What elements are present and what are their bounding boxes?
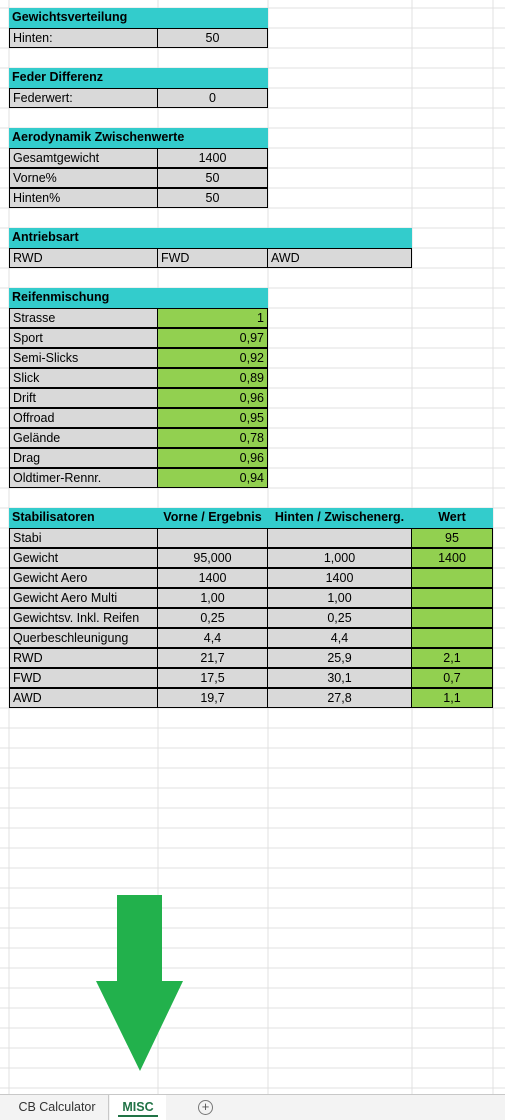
section-header-antrieb: Antriebsart	[9, 228, 412, 248]
input-federwert[interactable]: 0	[157, 88, 268, 108]
reifen-row-label[interactable]: Drift	[9, 388, 158, 408]
stabi-row-wert[interactable]: 95	[411, 528, 493, 548]
stabi-row-vorne[interactable]: 1400	[157, 568, 268, 588]
stabi-row-vorne[interactable]: 4,4	[157, 628, 268, 648]
stabi-header-hinten: Hinten / Zwischenerg.	[267, 508, 412, 528]
stabi-row-wert[interactable]: 2,1	[411, 648, 493, 668]
stabi-header-label: Stabilisatoren	[9, 508, 158, 528]
reifen-row-label[interactable]: Drag	[9, 448, 158, 468]
antrieb-option-rwd[interactable]: RWD	[9, 248, 158, 268]
stabi-row-hinten[interactable]: 1,00	[267, 588, 412, 608]
stabi-row-label[interactable]: Gewicht	[9, 548, 158, 568]
sheet-tab-cb-calculator[interactable]: CB Calculator	[6, 1095, 109, 1120]
stabi-row-label[interactable]: Gewichtsv. Inkl. Reifen	[9, 608, 158, 628]
stabi-row-vorne[interactable]: 17,5	[157, 668, 268, 688]
label-federwert[interactable]: Federwert:	[9, 88, 158, 108]
section-header-aero: Aerodynamik Zwischenwerte	[9, 128, 268, 148]
reifen-row-value[interactable]: 0,97	[157, 328, 268, 348]
reifen-row-value[interactable]: 0,78	[157, 428, 268, 448]
stabi-row-label[interactable]: Gewicht Aero Multi	[9, 588, 158, 608]
stabi-row-vorne[interactable]	[157, 528, 268, 548]
stabi-header-wert: Wert	[411, 508, 493, 528]
stabi-row-hinten[interactable]: 1400	[267, 568, 412, 588]
stabi-row-hinten[interactable]: 1,000	[267, 548, 412, 568]
reifen-row-label[interactable]: Strasse	[9, 308, 158, 328]
aero-row-value[interactable]: 1400	[157, 148, 268, 168]
stabi-row-vorne[interactable]: 95,000	[157, 548, 268, 568]
antrieb-option-awd[interactable]: AWD	[267, 248, 412, 268]
reifen-row-value[interactable]: 0,94	[157, 468, 268, 488]
down-arrow-icon	[96, 895, 183, 1071]
stabi-row-vorne[interactable]: 1,00	[157, 588, 268, 608]
reifen-row-label[interactable]: Offroad	[9, 408, 158, 428]
stabi-row-label[interactable]: Stabi	[9, 528, 158, 548]
reifen-row-label[interactable]: Slick	[9, 368, 158, 388]
input-hinten[interactable]: 50	[157, 28, 268, 48]
sheet-tab-misc[interactable]: MISC	[110, 1095, 166, 1120]
stabi-row-hinten[interactable]	[267, 528, 412, 548]
reifen-row-label[interactable]: Semi-Slicks	[9, 348, 158, 368]
aero-row-label[interactable]: Vorne%	[9, 168, 158, 188]
spreadsheet-grid[interactable]: Gewichtsverteilung Hinten: 50 Feder Diff…	[0, 0, 505, 1094]
reifen-row-label[interactable]: Sport	[9, 328, 158, 348]
stabi-row-hinten[interactable]: 4,4	[267, 628, 412, 648]
stabi-row-hinten[interactable]: 30,1	[267, 668, 412, 688]
antrieb-option-fwd[interactable]: FWD	[157, 248, 268, 268]
sheet-tab-bar: CB Calculator MISC +	[0, 1094, 505, 1120]
reifen-row-value[interactable]: 0,92	[157, 348, 268, 368]
stabi-row-vorne[interactable]: 21,7	[157, 648, 268, 668]
stabi-row-label[interactable]: FWD	[9, 668, 158, 688]
reifen-row-value[interactable]: 0,96	[157, 388, 268, 408]
stabi-row-hinten[interactable]: 25,9	[267, 648, 412, 668]
reifen-row-value[interactable]: 0,95	[157, 408, 268, 428]
aero-row-label[interactable]: Hinten%	[9, 188, 158, 208]
reifen-row-value[interactable]: 1	[157, 308, 268, 328]
stabi-row-label[interactable]: RWD	[9, 648, 158, 668]
stabi-row-wert[interactable]	[411, 588, 493, 608]
aero-row-value[interactable]: 50	[157, 188, 268, 208]
stabi-row-hinten[interactable]: 0,25	[267, 608, 412, 628]
label-hinten[interactable]: Hinten:	[9, 28, 158, 48]
stabi-row-wert[interactable]	[411, 608, 493, 628]
stabi-row-hinten[interactable]: 27,8	[267, 688, 412, 708]
stabi-row-label[interactable]: Querbeschleunigung	[9, 628, 158, 648]
stabi-row-wert[interactable]	[411, 628, 493, 648]
stabi-row-wert[interactable]: 0,7	[411, 668, 493, 688]
aero-row-value[interactable]: 50	[157, 168, 268, 188]
reifen-row-label[interactable]: Oldtimer-Rennr.	[9, 468, 158, 488]
section-header-reifen: Reifenmischung	[9, 288, 268, 308]
stabi-row-vorne[interactable]: 19,7	[157, 688, 268, 708]
reifen-row-value[interactable]: 0,96	[157, 448, 268, 468]
reifen-row-label[interactable]: Gelände	[9, 428, 158, 448]
aero-row-label[interactable]: Gesamtgewicht	[9, 148, 158, 168]
stabi-header-vorne: Vorne / Ergebnis	[157, 508, 268, 528]
stabi-row-wert[interactable]: 1400	[411, 548, 493, 568]
stabi-row-label[interactable]: AWD	[9, 688, 158, 708]
plus-circle-icon[interactable]: +	[198, 1100, 213, 1115]
stabi-row-wert[interactable]: 1,1	[411, 688, 493, 708]
stabi-row-vorne[interactable]: 0,25	[157, 608, 268, 628]
stabi-row-label[interactable]: Gewicht Aero	[9, 568, 158, 588]
section-header-gewichtsverteilung: Gewichtsverteilung	[9, 8, 268, 28]
stabi-row-wert[interactable]	[411, 568, 493, 588]
section-header-feder: Feder Differenz	[9, 68, 268, 88]
reifen-row-value[interactable]: 0,89	[157, 368, 268, 388]
